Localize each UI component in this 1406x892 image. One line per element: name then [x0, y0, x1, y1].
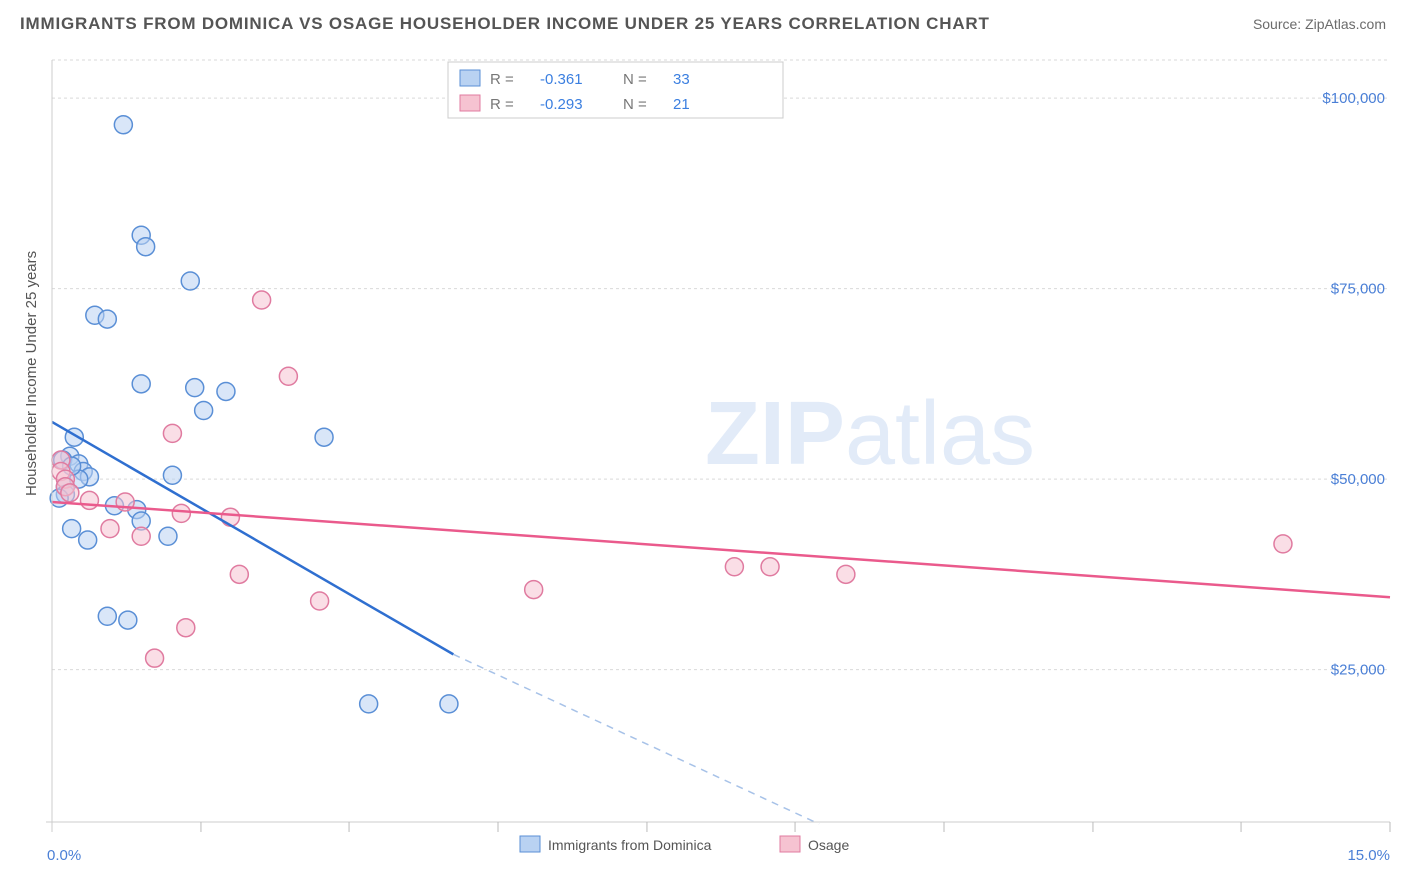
data-point-b: [172, 504, 190, 522]
data-point-a: [63, 520, 81, 538]
stat-n-label: N =: [623, 96, 647, 113]
y-tick-label: $50,000: [1331, 471, 1385, 488]
data-point-b: [525, 581, 543, 599]
correlation-chart: ZIPatlas$25,000$50,000$75,000$100,0000.0…: [0, 46, 1406, 892]
data-point-a: [440, 695, 458, 713]
y-tick-label: $25,000: [1331, 662, 1385, 679]
data-point-b: [761, 558, 779, 576]
data-point-b: [837, 565, 855, 583]
data-point-b: [230, 565, 248, 583]
data-point-a: [159, 527, 177, 545]
data-point-b: [221, 508, 239, 526]
chart-container: ZIPatlas$25,000$50,000$75,000$100,0000.0…: [0, 46, 1406, 892]
data-point-a: [132, 375, 150, 393]
y-tick-label: $100,000: [1322, 90, 1385, 107]
stat-r-b: -0.293: [540, 96, 583, 113]
plot-bg: [0, 46, 1406, 892]
data-point-b: [132, 527, 150, 545]
data-point-a: [181, 272, 199, 290]
data-point-a: [195, 402, 213, 420]
data-point-b: [163, 424, 181, 442]
x-tick-label: 15.0%: [1347, 847, 1390, 864]
page-title: IMMIGRANTS FROM DOMINICA VS OSAGE HOUSEH…: [20, 14, 990, 34]
data-point-a: [114, 116, 132, 134]
stat-r-a: -0.361: [540, 71, 583, 88]
legend-label-b: Osage: [808, 837, 849, 853]
y-axis-label: Householder Income Under 25 years: [23, 251, 40, 496]
data-point-a: [98, 310, 116, 328]
data-point-a: [79, 531, 97, 549]
data-point-b: [101, 520, 119, 538]
y-tick-label: $75,000: [1331, 281, 1385, 298]
stat-r-label: R =: [490, 96, 514, 113]
data-point-b: [61, 484, 79, 502]
data-point-a: [186, 379, 204, 397]
data-point-b: [311, 592, 329, 610]
stat-n-a: 33: [673, 71, 690, 88]
legend-swatch-a: [520, 836, 540, 852]
legend-swatch-b: [780, 836, 800, 852]
data-point-a: [217, 382, 235, 400]
data-point-a: [137, 238, 155, 256]
data-point-a: [98, 607, 116, 625]
data-point-b: [1274, 535, 1292, 553]
header-bar: IMMIGRANTS FROM DOMINICA VS OSAGE HOUSEH…: [0, 0, 1406, 44]
data-point-b: [725, 558, 743, 576]
swatch-b: [460, 95, 480, 111]
data-point-a: [315, 428, 333, 446]
swatch-a: [460, 70, 480, 86]
data-point-b: [177, 619, 195, 637]
data-point-a: [360, 695, 378, 713]
x-tick-label: 0.0%: [47, 847, 81, 864]
data-point-a: [119, 611, 137, 629]
data-point-b: [146, 649, 164, 667]
data-point-a: [163, 466, 181, 484]
data-point-b: [279, 367, 297, 385]
source-attribution: Source: ZipAtlas.com: [1253, 16, 1386, 32]
data-point-b: [253, 291, 271, 309]
data-point-b: [80, 491, 98, 509]
stat-r-label: R =: [490, 71, 514, 88]
stat-n-label: N =: [623, 71, 647, 88]
legend-label-a: Immigrants from Dominica: [548, 837, 712, 853]
stat-n-b: 21: [673, 96, 690, 113]
